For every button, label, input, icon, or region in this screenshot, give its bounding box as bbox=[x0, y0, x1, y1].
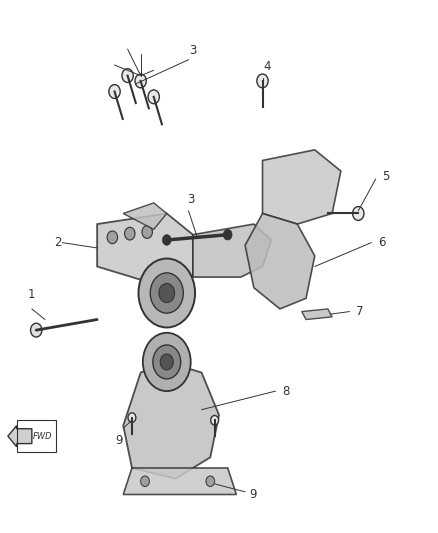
Polygon shape bbox=[262, 150, 341, 224]
Text: 3: 3 bbox=[189, 44, 197, 57]
Circle shape bbox=[31, 323, 42, 337]
Circle shape bbox=[107, 231, 117, 244]
Text: 9: 9 bbox=[250, 488, 257, 501]
Polygon shape bbox=[193, 224, 271, 277]
Text: 8: 8 bbox=[282, 385, 290, 398]
Text: 6: 6 bbox=[378, 236, 385, 249]
Circle shape bbox=[109, 85, 120, 99]
Circle shape bbox=[128, 413, 136, 422]
Circle shape bbox=[150, 273, 184, 313]
Circle shape bbox=[160, 354, 173, 370]
Circle shape bbox=[206, 476, 215, 487]
Text: 4: 4 bbox=[263, 60, 271, 73]
Text: 2: 2 bbox=[54, 236, 62, 249]
Text: 5: 5 bbox=[382, 170, 389, 183]
FancyArrow shape bbox=[8, 425, 32, 447]
Circle shape bbox=[138, 259, 195, 327]
Polygon shape bbox=[245, 214, 315, 309]
Circle shape bbox=[162, 235, 171, 245]
Text: 3: 3 bbox=[187, 192, 194, 206]
Polygon shape bbox=[97, 214, 193, 288]
Circle shape bbox=[141, 476, 149, 487]
Circle shape bbox=[153, 345, 181, 379]
Circle shape bbox=[159, 284, 175, 303]
Text: FWD: FWD bbox=[33, 432, 53, 441]
Polygon shape bbox=[123, 362, 219, 479]
Circle shape bbox=[211, 416, 219, 425]
Polygon shape bbox=[123, 468, 237, 495]
Bar bbox=[17, 420, 56, 452]
Text: 7: 7 bbox=[356, 305, 364, 318]
Polygon shape bbox=[302, 309, 332, 319]
Circle shape bbox=[148, 90, 159, 104]
Text: 9: 9 bbox=[115, 433, 123, 447]
Circle shape bbox=[257, 74, 268, 88]
Text: 1: 1 bbox=[28, 288, 35, 301]
Circle shape bbox=[353, 207, 364, 220]
Circle shape bbox=[122, 69, 133, 83]
Circle shape bbox=[124, 227, 135, 240]
Circle shape bbox=[223, 229, 232, 240]
Circle shape bbox=[135, 74, 146, 88]
Circle shape bbox=[142, 225, 152, 238]
Circle shape bbox=[143, 333, 191, 391]
Polygon shape bbox=[123, 203, 167, 229]
